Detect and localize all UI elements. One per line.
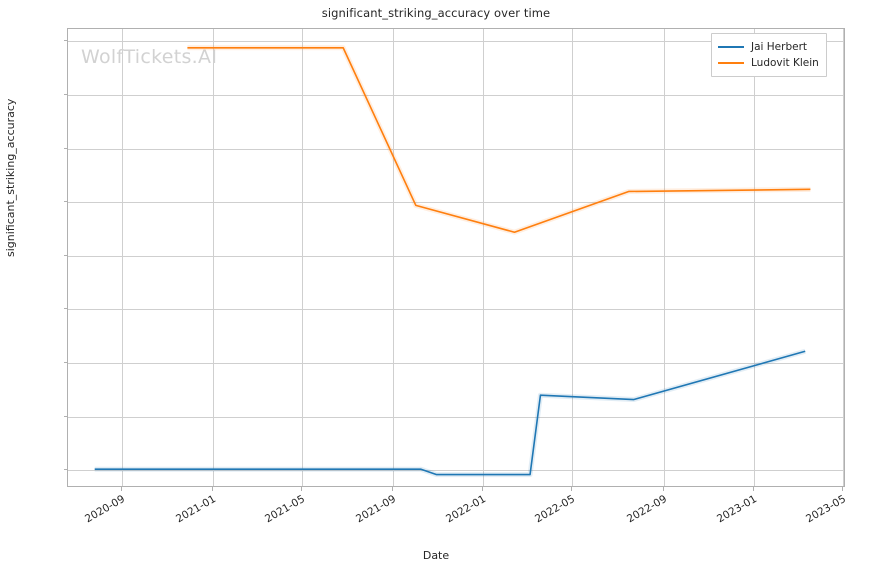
- gridline-vertical: [572, 29, 574, 486]
- y-tick-mark: [63, 40, 67, 42]
- gridline-horizontal: [68, 148, 844, 150]
- gridline-vertical: [392, 29, 394, 486]
- series-line: [94, 350, 806, 476]
- x-tick-label: 2021-05: [262, 493, 307, 526]
- chart-title: significant_striking_accuracy over time: [321, 6, 551, 20]
- gridline-horizontal: [68, 94, 844, 96]
- series-line: [187, 46, 811, 234]
- x-tick-mark: [571, 487, 573, 491]
- x-tick-label: 2023-05: [804, 493, 849, 526]
- gridline-horizontal: [68, 470, 844, 472]
- gridline-vertical: [212, 29, 214, 486]
- x-tick-label: 2022-01: [444, 493, 489, 526]
- plot-area: WolfTickets.AI: [67, 28, 845, 487]
- y-tick-mark: [63, 93, 67, 95]
- gridline-vertical: [483, 29, 485, 486]
- x-tick-mark: [391, 487, 393, 491]
- legend-label: Ludovit Klein: [751, 57, 819, 69]
- y-tick-mark: [63, 415, 67, 417]
- x-tick-label: 2021-01: [173, 493, 218, 526]
- legend-item[interactable]: Ludovit Klein: [718, 55, 819, 71]
- y-axis-label: significant_striking_accuracy: [4, 98, 17, 257]
- gridline-horizontal: [68, 255, 844, 257]
- y-tick-mark: [63, 469, 67, 471]
- x-tick-label: 2022-05: [533, 493, 578, 526]
- gridline-vertical: [122, 29, 124, 486]
- y-tick-mark: [63, 254, 67, 256]
- legend-color-swatch: [718, 61, 744, 65]
- legend-color-swatch: [718, 45, 744, 49]
- legend-label: Jai Herbert: [751, 41, 808, 53]
- gridline-vertical: [663, 29, 665, 486]
- gridline-horizontal: [68, 309, 844, 311]
- gridline-horizontal: [68, 416, 844, 418]
- legend-item[interactable]: Jai Herbert: [718, 39, 819, 55]
- x-tick-label: 2023-01: [715, 493, 760, 526]
- watermark: WolfTickets.AI: [81, 46, 218, 68]
- y-tick-mark: [63, 147, 67, 149]
- x-tick-label: 2021-09: [353, 493, 398, 526]
- gridline-horizontal: [68, 41, 844, 43]
- gridline-vertical: [754, 29, 756, 486]
- series-lines: [94, 45, 811, 478]
- series-band: [94, 348, 806, 478]
- gridline-vertical: [843, 29, 844, 486]
- x-tick-mark: [482, 487, 484, 491]
- x-axis-label: Date: [422, 549, 450, 562]
- gridline-vertical: [301, 29, 303, 486]
- x-tick-label: 2020-09: [83, 493, 128, 526]
- x-tick-mark: [662, 487, 664, 491]
- legend[interactable]: Jai Herbert Ludovit Klein: [711, 33, 827, 77]
- x-tick-mark: [842, 487, 844, 491]
- x-tick-mark: [300, 487, 302, 491]
- gridline-horizontal: [68, 363, 844, 365]
- y-tick-mark: [63, 201, 67, 203]
- gridline-horizontal: [68, 202, 844, 204]
- x-tick-mark: [211, 487, 213, 491]
- y-tick-mark: [63, 308, 67, 310]
- x-tick-mark: [753, 487, 755, 491]
- y-tick-mark: [63, 362, 67, 364]
- x-tick-mark: [121, 487, 123, 491]
- x-tick-label: 2022-09: [624, 493, 669, 526]
